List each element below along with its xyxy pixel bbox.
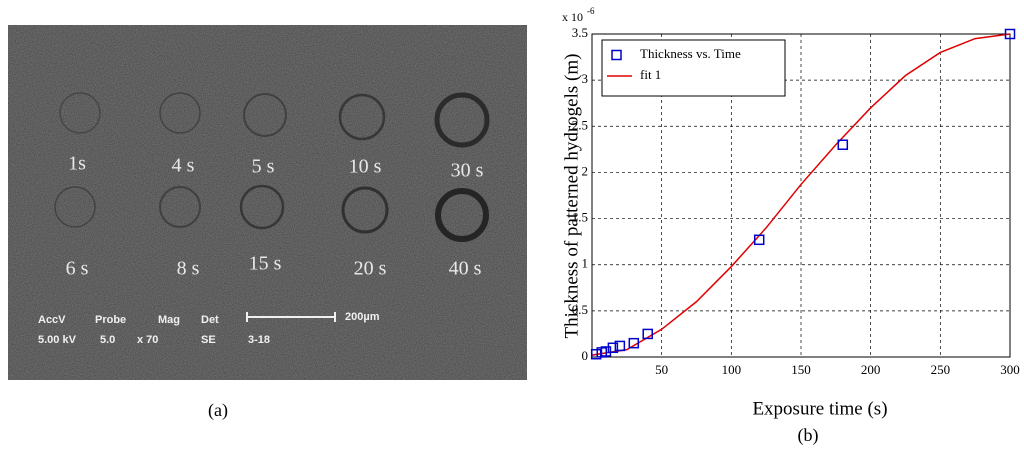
info-header: Probe <box>95 314 126 326</box>
y-tick-label: 1 <box>582 256 589 271</box>
sem-image <box>8 25 527 380</box>
x-tick-label: 250 <box>931 362 951 377</box>
x-tick-label: 50 <box>655 362 668 377</box>
y-tick-label: 3.5 <box>572 25 588 40</box>
data-point <box>614 340 626 352</box>
info-value: 5.0 <box>100 334 115 346</box>
y-tick-label: 3 <box>582 71 589 86</box>
legend-label: fit 1 <box>640 67 661 82</box>
x-tick-label: 300 <box>1000 362 1020 377</box>
data-point <box>837 139 849 150</box>
info-value: 5.00 kV <box>38 334 77 346</box>
info-value: SE <box>201 334 216 346</box>
legend-box <box>601 39 786 97</box>
time-label: 8 s <box>177 258 200 280</box>
sem-rings <box>54 92 490 242</box>
data-point <box>642 328 653 340</box>
info-header: Det <box>201 314 219 326</box>
time-label: 10 s <box>349 156 382 178</box>
caption: (a) <box>208 400 228 421</box>
data-point <box>600 346 612 357</box>
info-header: Mag <box>158 314 180 326</box>
time-label: 5 s <box>252 156 275 178</box>
data-point <box>1004 28 1016 40</box>
scale-bar-label: 200µm <box>345 311 380 323</box>
time-label: 4 s <box>172 155 195 177</box>
y-tick-label: 2.5 <box>572 117 588 132</box>
y-multiplier-exp: -6 <box>587 6 595 16</box>
info-header: AccV <box>38 314 66 326</box>
data-point <box>607 342 619 354</box>
time-label: 6 s <box>66 258 89 280</box>
y-tick-label: 0.5 <box>572 302 588 317</box>
y-axis-label: Thickness of patterned hydrogels (m) <box>561 54 582 339</box>
time-label: 40 s <box>449 258 482 280</box>
info-value: x 70 <box>137 334 158 346</box>
caption: (b) <box>798 425 819 446</box>
data-point <box>628 337 640 349</box>
legend-label: Thickness vs. Time <box>640 46 741 61</box>
y-tick-label: 0 <box>582 348 589 363</box>
data-point <box>590 348 602 360</box>
x-tick-label: 100 <box>722 362 742 377</box>
y-multiplier: x 10 <box>562 10 583 24</box>
legend-swatch <box>611 49 622 61</box>
data-point <box>753 234 765 246</box>
x-axis-label: Exposure time (s) <box>752 398 887 419</box>
fit-line <box>591 33 1011 356</box>
y-tick-label: 2 <box>582 163 589 178</box>
time-label: 20 s <box>354 258 387 280</box>
x-tick-label: 200 <box>861 362 881 377</box>
time-label: 15 s <box>249 253 282 275</box>
x-tick-label: 150 <box>791 362 811 377</box>
time-label: 30 s <box>451 160 484 182</box>
scale-bar <box>246 312 336 322</box>
info-value: 3-18 <box>248 334 270 346</box>
y-tick-label: 1.5 <box>572 210 588 225</box>
time-label: 1s <box>68 153 86 175</box>
